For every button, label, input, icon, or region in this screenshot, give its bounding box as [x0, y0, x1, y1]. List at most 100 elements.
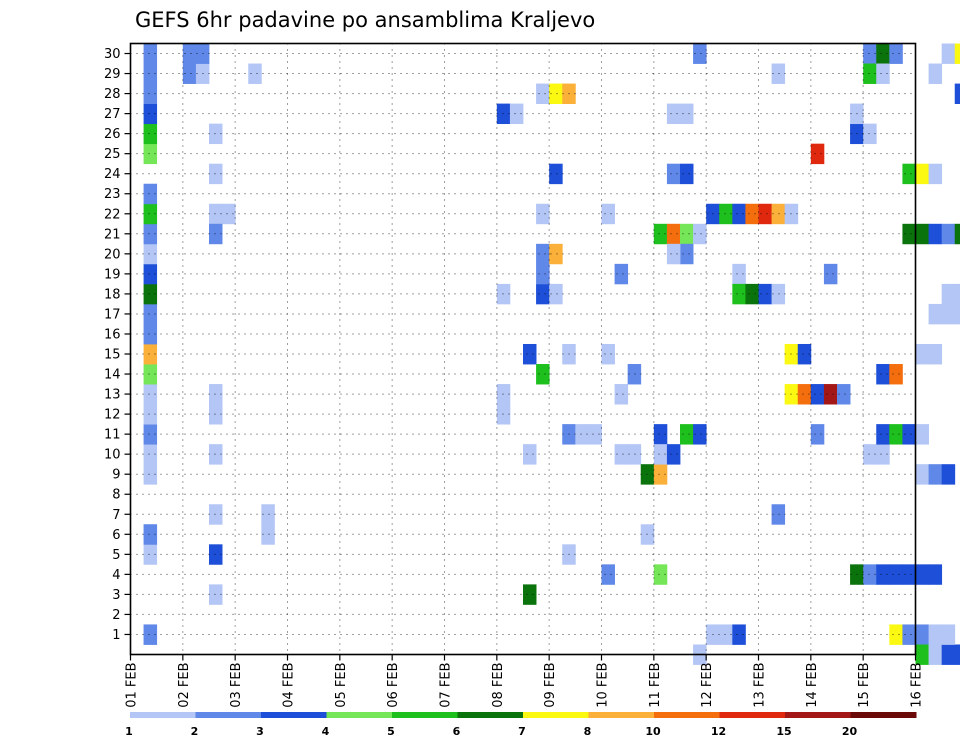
cell-step-49-member-29	[771, 63, 786, 84]
cell-step-40-member-10	[653, 444, 668, 465]
colorbar-swatch-11	[850, 712, 917, 718]
y-tick-label-25: 25	[104, 147, 121, 162]
x-tick-label-11: 12 FEB	[700, 663, 715, 708]
colorbar-swatch-7	[588, 712, 655, 718]
x-tick-label-4: 05 FEB	[334, 663, 349, 708]
cell-step-61-member-0	[928, 644, 943, 665]
colorbar-swatch-2	[261, 712, 327, 718]
cell-step-62-member-21	[941, 223, 956, 245]
cell-step-41-member-21	[666, 223, 681, 245]
cell-step-56-member-26	[863, 123, 877, 145]
cell-step-59-member-24	[902, 163, 916, 185]
cell-step-1-member-30	[143, 43, 158, 64]
x-tick-label-0: 01 FEB	[125, 663, 140, 708]
y-tick-label-16: 16	[104, 327, 121, 342]
y-tick-label-12: 12	[104, 408, 121, 423]
cell-step-40-member-21	[653, 223, 668, 245]
cell-step-31-member-20	[536, 243, 550, 265]
cell-step-6-member-24	[209, 163, 223, 185]
colorbar-swatch-5	[457, 712, 524, 718]
y-tick-label-19: 19	[104, 267, 121, 282]
cell-step-29-member-27	[509, 103, 524, 125]
cell-step-56-member-10	[863, 444, 877, 465]
cell-step-60-member-15	[915, 343, 929, 365]
colorbar-swatch-0	[130, 712, 196, 718]
cell-step-1-member-5	[143, 544, 158, 565]
y-tick-label-7: 7	[112, 508, 120, 523]
cell-step-52-member-13	[810, 384, 825, 405]
colorbar-label-15: 15	[776, 725, 791, 738]
colorbar-swatch-6	[523, 712, 589, 718]
y-tick-label-30: 30	[104, 47, 121, 62]
cell-step-32-member-20	[549, 243, 563, 265]
colorbar-swatch-10	[785, 712, 851, 718]
cell-step-40-member-11	[653, 424, 668, 445]
cell-step-10-member-7	[261, 504, 275, 525]
x-tick-label-7: 08 FEB	[491, 663, 506, 708]
colorbar-label-8: 8	[584, 725, 592, 738]
colorbar-swatch-3	[326, 712, 393, 718]
y-tick-label-29: 29	[104, 67, 121, 82]
cell-step-57-member-14	[876, 364, 890, 385]
cell-step-1-member-17	[143, 303, 158, 325]
cell-step-61-member-4	[928, 564, 943, 585]
cell-step-35-member-11	[588, 424, 602, 445]
cell-step-6-member-21	[209, 223, 223, 245]
cell-step-1-member-22	[143, 203, 158, 225]
cell-step-1-member-23	[143, 183, 158, 205]
cell-step-60-member-21	[915, 223, 929, 245]
cell-step-1-member-13	[143, 384, 158, 405]
cell-step-61-member-9	[928, 464, 943, 485]
y-tick-label-20: 20	[104, 247, 121, 262]
cell-step-61-member-15	[928, 343, 943, 365]
y-tick-label-9: 9	[112, 468, 120, 483]
cell-step-53-member-19	[823, 263, 838, 285]
cell-step-32-member-28	[549, 83, 563, 104]
colorbar-swatch-8	[654, 712, 720, 718]
colorbar-swatch-1	[195, 712, 262, 718]
cell-step-1-member-1	[143, 624, 158, 645]
cell-step-61-member-1	[928, 624, 943, 645]
cell-step-28-member-27	[496, 103, 511, 125]
chart-title: GEFS 6hr padavine po ansamblima Kraljevo	[135, 8, 595, 32]
y-tick-label-2: 2	[112, 608, 120, 623]
y-tick-label-13: 13	[104, 388, 121, 403]
cell-step-62-member-1	[941, 624, 956, 645]
cell-step-6-member-12	[209, 404, 223, 425]
cell-step-42-member-20	[680, 243, 694, 265]
cell-step-58-member-1	[889, 624, 903, 645]
cell-step-1-member-26	[143, 123, 158, 145]
cell-step-62-member-30	[941, 43, 956, 64]
cell-step-6-member-3	[209, 584, 223, 605]
cell-step-30-member-10	[523, 444, 537, 465]
x-tick-label-14: 15 FEB	[857, 663, 872, 708]
cell-step-60-member-24	[915, 163, 929, 185]
cell-step-63-member-28	[954, 83, 960, 104]
cell-step-38-member-14	[627, 364, 642, 385]
cell-step-1-member-20	[143, 243, 158, 265]
cell-step-60-member-1	[915, 624, 929, 645]
cell-step-36-member-15	[601, 343, 615, 365]
cell-step-63-member-21	[954, 223, 960, 245]
colorbar-label-7: 7	[518, 725, 526, 738]
cell-step-31-member-28	[536, 83, 550, 104]
cell-step-6-member-26	[209, 123, 223, 145]
cell-step-4-member-30	[182, 43, 197, 64]
cell-step-63-member-0	[954, 644, 960, 665]
cell-step-51-member-13	[797, 384, 812, 405]
y-tick-label-17: 17	[104, 307, 121, 322]
cell-step-43-member-11	[693, 424, 707, 445]
cell-step-56-member-30	[863, 43, 877, 64]
cell-step-40-member-4	[653, 564, 668, 585]
cell-step-30-member-3	[523, 584, 537, 605]
cell-step-46-member-18	[732, 283, 746, 305]
cell-step-37-member-19	[614, 263, 629, 285]
x-tick-label-9: 10 FEB	[596, 663, 611, 708]
y-tick-label-3: 3	[112, 588, 120, 603]
cell-step-37-member-10	[614, 444, 629, 465]
y-tick-label-27: 27	[104, 107, 121, 122]
y-tick-label-11: 11	[104, 428, 121, 443]
cell-step-47-member-22	[745, 203, 759, 225]
cell-step-62-member-9	[941, 464, 956, 485]
